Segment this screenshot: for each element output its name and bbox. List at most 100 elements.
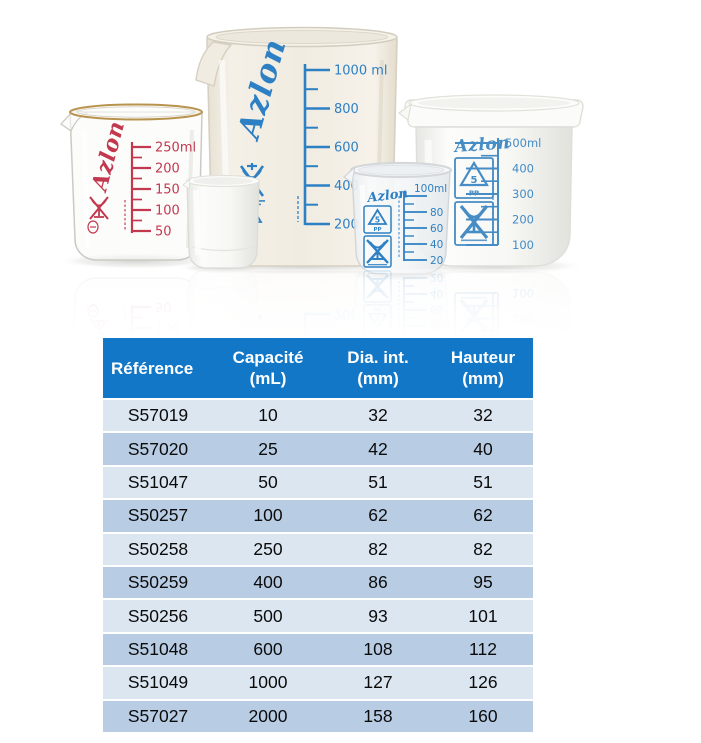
height-cell: 101 (433, 600, 533, 634)
height-cell: 40 (433, 433, 533, 467)
capacity-cell: 2000 (213, 700, 323, 734)
height-cell: 160 (433, 700, 533, 734)
beaker-250-graduation-labels: 250ml 200 150 100 50 (155, 141, 196, 240)
height-cell: 82 (433, 533, 533, 567)
header-label: Capacité (232, 348, 304, 367)
diameter-cell: 82 (323, 533, 433, 567)
diameter-cell: 42 (323, 433, 433, 467)
table-row: S57020 25 42 40 (103, 433, 533, 467)
white-beaker-spout (182, 177, 191, 190)
container-spout (398, 102, 412, 122)
table-row: S57019 10 32 32 (103, 400, 533, 434)
beaker-250-graduation-scale (130, 142, 151, 233)
beaker-100-graduation-labels: 100ml 80 60 40 20 (414, 183, 447, 267)
graduation-label: 40 (430, 239, 443, 251)
reference-cell: S57019 (103, 400, 213, 434)
product-photo: 1000 ml 800 600 400 200 Azlon (0, 26, 701, 340)
capacity-cell: 100 (213, 500, 323, 534)
diameter-cell: 32 (323, 400, 433, 434)
resin-code: PP (373, 227, 381, 233)
reference-cell: S50257 (103, 500, 213, 534)
graduation-label: 1000 ml (334, 64, 388, 79)
maker-stamp-icon (87, 220, 99, 234)
beaker-250-ml: 250ml 200 150 100 50 Azlon (60, 103, 203, 261)
azlon-logo: Azlon (452, 133, 511, 157)
graduation-ticks (404, 195, 427, 261)
graduation-ticks (132, 145, 151, 233)
reference-cell: S51047 (103, 466, 213, 501)
header-unit: (mL) (249, 369, 287, 388)
graduation-label: 250ml (155, 141, 196, 156)
diameter-cell: 86 (323, 566, 433, 601)
graduation-label: 200 (334, 218, 359, 233)
table-row: S51047 50 51 51 (103, 466, 533, 501)
graduation-label: 600 (334, 141, 359, 156)
capacity-cell: 250 (213, 533, 323, 567)
reference-cell: S50256 (103, 600, 213, 634)
reference-cell: S50259 (103, 566, 213, 601)
diameter-cell: 108 (323, 633, 433, 668)
white-ptfe-beaker (182, 174, 260, 269)
graduation-label: 50 (155, 225, 172, 240)
reference-cell: S51048 (103, 633, 213, 668)
graduation-ticks (305, 68, 330, 226)
reference-cell: S57020 (103, 433, 213, 467)
recycle-code: 5 (375, 216, 380, 225)
header-label: Référence (111, 358, 194, 378)
recycle-icon: 5 PP (363, 205, 392, 234)
graduation-label: 200 (155, 162, 180, 177)
reflection-fade (0, 269, 701, 340)
glassware-crossed-icon (89, 196, 109, 220)
beaker-500-graduation-labels: 500ml 400 300 200 100 (505, 136, 541, 252)
header-label: Hauteur (450, 348, 516, 367)
table-row: S57027 2000 158 160 (103, 700, 533, 734)
table-row: S50258 250 82 82 (103, 533, 533, 567)
reference-cell: S50258 (103, 533, 213, 567)
graduation-label: 800 (334, 102, 359, 117)
capacity-cell: 25 (213, 433, 323, 467)
table-row: S50259 400 86 95 (103, 566, 533, 601)
height-cell: 51 (433, 466, 533, 501)
table-row: S50256 500 93 101 (103, 600, 533, 634)
diameter-cell: 62 (323, 500, 433, 534)
capacity-cell: 1000 (213, 667, 323, 701)
beaker-250-rim (69, 103, 203, 121)
table-row: S50257 100 62 62 (103, 500, 533, 534)
height-cell: 112 (433, 633, 533, 668)
graduation-label: 300 (512, 187, 534, 201)
beaker-1000-spout (195, 41, 233, 87)
diameter-cell: 51 (323, 466, 433, 501)
graduation-label: 400 (512, 162, 534, 176)
graduation-label: 100 (155, 204, 180, 219)
height-cell: 32 (433, 400, 533, 434)
graduation-label: 100ml (414, 183, 447, 195)
height-cell: 62 (433, 500, 533, 534)
spec-table: Référence Capacité (mL) Dia. int. (mm) (103, 338, 533, 734)
capacity-cell: 10 (213, 400, 323, 434)
table-row: S51048 600 108 112 (103, 633, 533, 668)
resin-code: PP (469, 190, 479, 198)
beaker-100-ml: 100ml 80 60 40 20 Azlon 5 PP (343, 161, 453, 275)
graduation-label: 500ml (505, 136, 541, 150)
graduation-label: 60 (430, 223, 443, 235)
beaker-500-ml: 500ml 400 300 200 100 Azlon 5 PP (398, 94, 584, 267)
header-row: Référence Capacité (mL) Dia. int. (mm) (103, 338, 533, 400)
diameter-cell: 158 (323, 700, 433, 734)
beaker-100-spout (343, 165, 356, 185)
reference-cell: S57027 (103, 700, 213, 734)
header-cell-diameter: Dia. int. (mm) (323, 338, 433, 400)
header-cell-capacity: Capacité (mL) (213, 338, 323, 400)
diameter-cell: 127 (323, 667, 433, 701)
header-cell-height: Hauteur (mm) (433, 338, 533, 400)
diameter-cell: 93 (323, 600, 433, 634)
capacity-cell: 400 (213, 566, 323, 601)
beaker-1000-graduation-scale (303, 64, 330, 226)
capacity-cell: 500 (213, 600, 323, 634)
header-unit: (mm) (462, 369, 504, 388)
header-cell-reference: Référence (103, 338, 213, 400)
header-unit: (mm) (357, 369, 399, 388)
graduation-label: 20 (430, 255, 443, 267)
glassware-crossed-icon (363, 235, 392, 268)
graduation-label: 100 (512, 238, 534, 252)
